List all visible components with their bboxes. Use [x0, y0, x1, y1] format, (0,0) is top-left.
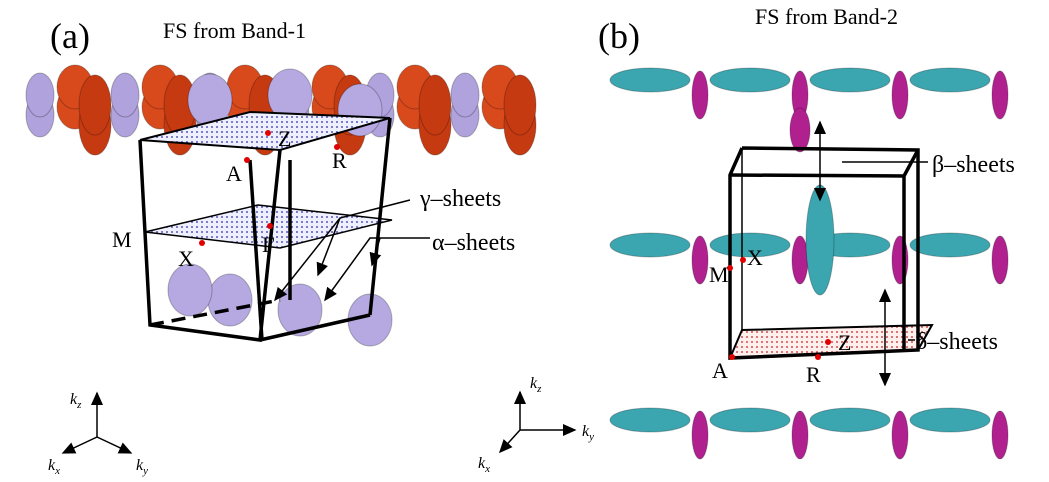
point-label: Z: [278, 126, 291, 151]
axis-label: kx: [478, 455, 490, 475]
annotation: α–sheets: [432, 230, 515, 256]
surface: [710, 68, 790, 92]
fermi-surfaces-b: [610, 68, 1008, 459]
surface: [208, 274, 252, 326]
annotation: β–sheets: [932, 152, 1015, 178]
surface: [810, 408, 890, 432]
surface: [692, 71, 708, 119]
surface: [168, 264, 212, 316]
surface: [892, 71, 908, 119]
surface: [910, 233, 990, 257]
axis-label: ky: [136, 457, 148, 477]
axis-label: kz: [530, 375, 542, 395]
surface: [992, 411, 1008, 459]
surface: [419, 75, 451, 135]
surface: [79, 75, 111, 135]
panel-label: (b): [598, 16, 640, 56]
surface: [610, 68, 690, 92]
annotation: γ–sheets: [419, 186, 501, 212]
point-label: M: [112, 227, 132, 252]
point-label: A: [226, 161, 242, 186]
surface: [610, 408, 690, 432]
surface: [26, 73, 54, 117]
point-label: X: [178, 246, 194, 271]
axis-label: ky: [582, 423, 594, 443]
axis-label: kx: [48, 457, 60, 477]
panel-title: FS from Band-2: [755, 4, 898, 29]
surface: [992, 71, 1008, 119]
annotation: δ–sheets: [916, 329, 998, 355]
surface: [111, 73, 139, 117]
point-label: A: [712, 358, 728, 383]
surface: [790, 108, 810, 152]
axis-label: kz: [70, 391, 82, 411]
surface: [806, 185, 834, 295]
surface: [610, 233, 690, 257]
point-label: Z: [838, 330, 851, 355]
surface: [810, 68, 890, 92]
surface: [892, 411, 908, 459]
surface: [692, 236, 708, 284]
axes-b: [500, 392, 575, 452]
panel-label: (a): [50, 16, 90, 56]
point-label: R: [332, 148, 347, 173]
surface: [504, 75, 536, 135]
surface: [710, 408, 790, 432]
point-label: X: [747, 245, 763, 270]
surface: [910, 408, 990, 432]
surface: [910, 68, 990, 92]
figure: (a) FS from Band-1 Z A R M X Γ γ–sheets …: [0, 0, 1049, 482]
point-label: M: [709, 262, 729, 287]
panel-title: FS from Band-1: [163, 18, 306, 43]
point-label: R: [806, 362, 821, 387]
point-label: Γ: [262, 232, 275, 257]
surface: [992, 236, 1008, 284]
surface: [792, 411, 808, 459]
surface: [451, 73, 479, 117]
surface: [692, 411, 708, 459]
